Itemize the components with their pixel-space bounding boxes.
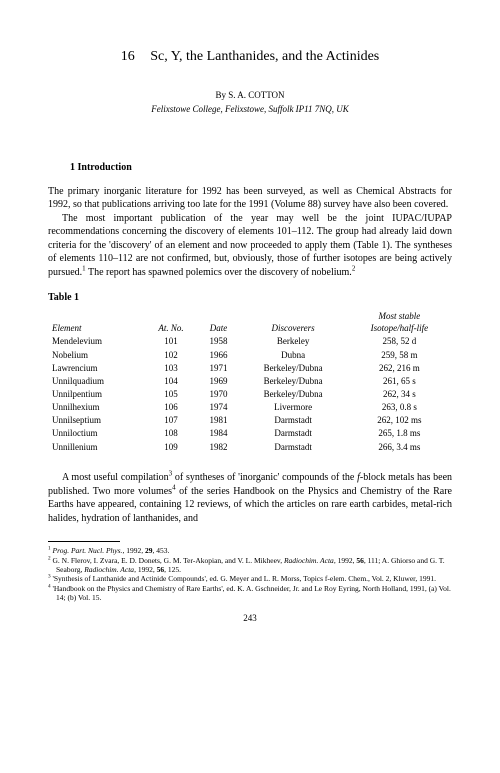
cell-discoverers: Berkeley/Dubna — [239, 388, 346, 401]
author-byline: By S. A. COTTON — [48, 89, 452, 101]
footnote-ref-2: 2 — [352, 264, 356, 272]
cell-date: 1981 — [198, 414, 240, 427]
cell-atno: 107 — [144, 414, 197, 427]
paragraph-2-text-b: The report has spawned polemics over the… — [86, 267, 352, 278]
cell-isotope: 262, 216 m — [347, 361, 452, 374]
cell-atno: 101 — [144, 335, 197, 348]
paragraph-3: A most useful compilation3 of syntheses … — [48, 471, 452, 525]
table-row: Unnilquadium1041969Berkeley/Dubna261, 65… — [48, 374, 452, 387]
footnote-1: 1 Prog. Part. Nucl. Phys., 1992, 29, 453… — [48, 546, 452, 555]
cell-atno: 102 — [144, 348, 197, 361]
table-row: Unnilhexium1061974Livermore263, 0.8 s — [48, 401, 452, 414]
footnote-4: 4 'Handbook on the Physics and Chemistry… — [48, 584, 452, 603]
cell-date: 1966 — [198, 348, 240, 361]
footnote-rule — [48, 541, 120, 542]
paragraph-2: The most important publication of the ye… — [48, 212, 452, 280]
paragraph-3a: A most useful compilation — [62, 472, 169, 483]
col-isotope: Most stable Isotope/half-life — [347, 309, 452, 335]
footnote-2: 2 G. N. Flerov, I. Zvara, E. D. Donets, … — [48, 556, 452, 575]
cell-date: 1982 — [198, 440, 240, 453]
cell-element: Unnilpentium — [48, 388, 144, 401]
table-1: Element At. No. Date Discoverers Most st… — [48, 309, 452, 454]
chapter-number: 16 — [121, 49, 135, 64]
cell-atno: 109 — [144, 440, 197, 453]
cell-discoverers: Dubna — [239, 348, 346, 361]
table-row: Unniloctium1081984Darmstadt265, 1.8 ms — [48, 427, 452, 440]
cell-isotope: 258, 52 d — [347, 335, 452, 348]
cell-isotope: 262, 102 ms — [347, 414, 452, 427]
cell-discoverers: Berkeley/Dubna — [239, 374, 346, 387]
cell-atno: 104 — [144, 374, 197, 387]
table-row: Unnilpentium1051970Berkeley/Dubna262, 34… — [48, 388, 452, 401]
author-affiliation: Felixstowe College, Felixstowe, Suffolk … — [48, 103, 452, 115]
cell-isotope: 261, 65 s — [347, 374, 452, 387]
cell-atno: 103 — [144, 361, 197, 374]
col-atomic-number: At. No. — [144, 309, 197, 335]
cell-date: 1984 — [198, 427, 240, 440]
cell-element: Unnilseptium — [48, 414, 144, 427]
cell-element: Unnilhexium — [48, 401, 144, 414]
cell-discoverers: Darmstadt — [239, 414, 346, 427]
col-element: Element — [48, 309, 144, 335]
col-isotope-line1: Most stable — [379, 311, 421, 321]
footnotes: 1 Prog. Part. Nucl. Phys., 1992, 29, 453… — [48, 546, 452, 602]
cell-date: 1970 — [198, 388, 240, 401]
cell-isotope: 263, 0.8 s — [347, 401, 452, 414]
cell-date: 1969 — [198, 374, 240, 387]
cell-atno: 108 — [144, 427, 197, 440]
cell-discoverers: Darmstadt — [239, 427, 346, 440]
cell-isotope: 266, 3.4 ms — [347, 440, 452, 453]
cell-date: 1974 — [198, 401, 240, 414]
cell-discoverers: Livermore — [239, 401, 346, 414]
col-isotope-line2: Isotope/half-life — [371, 323, 429, 333]
cell-discoverers: Berkeley — [239, 335, 346, 348]
cell-element: Lawrencium — [48, 361, 144, 374]
cell-atno: 106 — [144, 401, 197, 414]
cell-element: Nobelium — [48, 348, 144, 361]
chapter-title-text: Sc, Y, the Lanthanides, and the Actinide… — [150, 49, 379, 64]
section-heading-introduction: 1 Introduction — [70, 161, 452, 175]
paragraph-1: The primary inorganic literature for 199… — [48, 185, 452, 212]
table-row: Lawrencium1031971Berkeley/Dubna262, 216 … — [48, 361, 452, 374]
cell-date: 1971 — [198, 361, 240, 374]
cell-element: Unnillenium — [48, 440, 144, 453]
col-discoverers: Discoverers — [239, 309, 346, 335]
page: 16 Sc, Y, the Lanthanides, and the Actin… — [0, 0, 500, 645]
table-1-label: Table 1 — [48, 291, 452, 305]
table-row: Mendelevium1011958Berkeley258, 52 d — [48, 335, 452, 348]
table-row: Unnilseptium1071981Darmstadt262, 102 ms — [48, 414, 452, 427]
footnote-3: 3 'Synthesis of Lanthanide and Actinide … — [48, 574, 452, 583]
cell-isotope: 265, 1.8 ms — [347, 427, 452, 440]
chapter-title: 16 Sc, Y, the Lanthanides, and the Actin… — [48, 48, 452, 67]
table-row: Nobelium1021966Dubna259, 58 m — [48, 348, 452, 361]
cell-discoverers: Darmstadt — [239, 440, 346, 453]
table-1-body: Mendelevium1011958Berkeley258, 52 dNobel… — [48, 335, 452, 453]
table-row: Unnillenium1091982Darmstadt266, 3.4 ms — [48, 440, 452, 453]
cell-element: Unnilquadium — [48, 374, 144, 387]
page-number: 243 — [48, 612, 452, 624]
cell-atno: 105 — [144, 388, 197, 401]
cell-date: 1958 — [198, 335, 240, 348]
cell-isotope: 259, 58 m — [347, 348, 452, 361]
cell-element: Unniloctium — [48, 427, 144, 440]
cell-discoverers: Berkeley/Dubna — [239, 361, 346, 374]
cell-element: Mendelevium — [48, 335, 144, 348]
table-header-row: Element At. No. Date Discoverers Most st… — [48, 309, 452, 335]
paragraph-3b: of syntheses of 'inorganic' compounds of… — [172, 472, 357, 483]
cell-isotope: 262, 34 s — [347, 388, 452, 401]
col-date: Date — [198, 309, 240, 335]
